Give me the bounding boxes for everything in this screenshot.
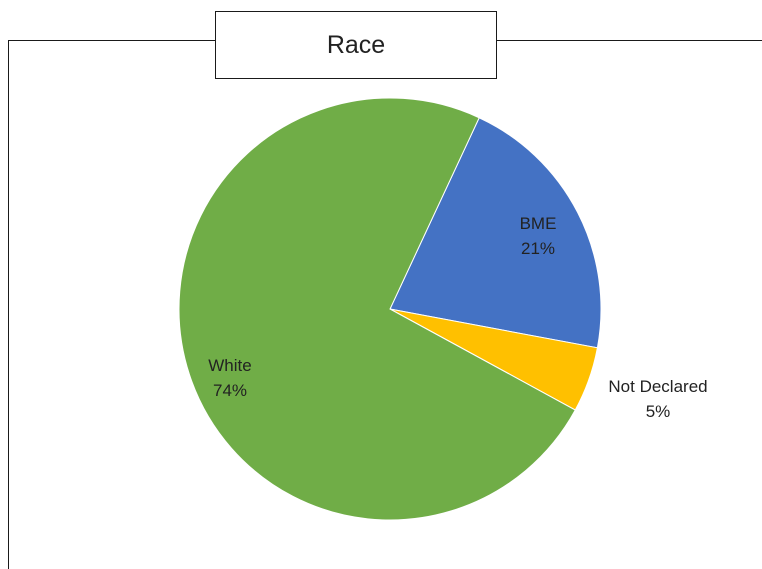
slice-percent-bme: 21%	[520, 239, 556, 258]
chart-title-box: Race	[215, 11, 497, 79]
slice-percent-not-declared: 5%	[645, 402, 671, 421]
chart-title: Race	[326, 30, 386, 59]
slice-category-not-declared: Not Declared	[608, 377, 708, 396]
chart-frame-left	[8, 40, 9, 569]
slice-category-white: White	[208, 356, 252, 375]
slice-label-white: White 74%	[208, 353, 251, 403]
slice-label-not-declared: Not Declared 5%	[608, 374, 707, 424]
pie-slice-bme	[389, 117, 602, 349]
slice-label-bme: BME 21%	[520, 211, 557, 261]
chart-frame-top-left	[8, 40, 216, 41]
slice-category-bme: BME	[519, 214, 557, 233]
slice-percent-white: 74%	[212, 381, 248, 400]
pie-slice-white	[178, 97, 576, 521]
chart-frame-top-right	[497, 40, 762, 41]
